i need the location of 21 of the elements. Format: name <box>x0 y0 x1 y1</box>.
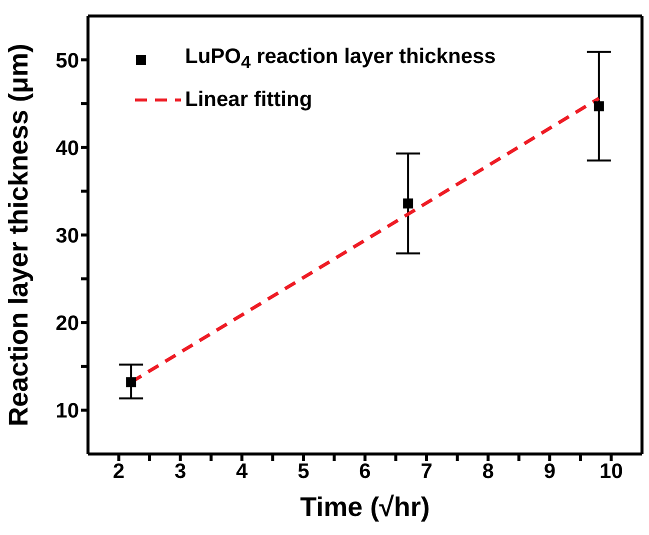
point <box>126 377 136 388</box>
y-tick-label: 20 <box>56 312 79 336</box>
x-tick-label: 9 <box>544 460 556 483</box>
x-tick-label: 3 <box>174 460 186 483</box>
y-tick-label: 40 <box>56 136 79 160</box>
x-tick-label: 4 <box>236 460 248 483</box>
x-axis-title: Time (√hr) <box>300 492 430 522</box>
point <box>594 101 604 112</box>
y-tick-label: 30 <box>56 224 79 248</box>
x-tick-label: 10 <box>600 460 623 483</box>
legend-label: Linear fitting <box>185 87 312 114</box>
y-axis-title: Reaction layer thickness (μm) <box>4 44 34 426</box>
y-tick-label: 10 <box>56 400 79 423</box>
y-tick-label: 50 <box>56 49 79 72</box>
x-tick-label: 2 <box>112 460 125 483</box>
point <box>403 198 414 208</box>
x-tick-label: 7 <box>420 460 432 483</box>
x-tick-label: 8 <box>482 460 494 483</box>
legend-label: LuPO$_{4}$ reaction layer thickness <box>185 44 496 74</box>
x-tick-label: 6 <box>359 460 371 483</box>
x-tick-label: 5 <box>298 460 310 483</box>
